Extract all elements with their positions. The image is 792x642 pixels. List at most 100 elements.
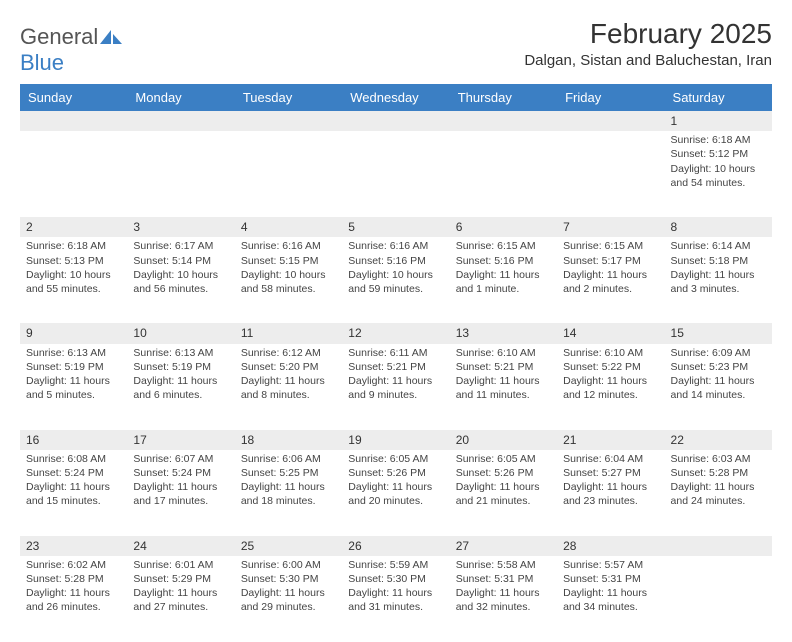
day-cell: Sunrise: 6:08 AMSunset: 5:24 PMDaylight:… [20, 450, 127, 536]
sunrise-line: Sunrise: 6:04 AM [563, 452, 658, 466]
week-row: Sunrise: 6:02 AMSunset: 5:28 PMDaylight:… [20, 556, 772, 642]
day-number-cell: 16 [20, 430, 127, 450]
weekday-header: Monday [127, 84, 234, 111]
day-details: Sunrise: 6:09 AMSunset: 5:23 PMDaylight:… [665, 344, 772, 407]
day-cell [342, 131, 449, 217]
day-cell [235, 131, 342, 217]
day-cell [665, 556, 772, 642]
weekday-header-row: SundayMondayTuesdayWednesdayThursdayFrid… [20, 84, 772, 111]
sunset-line: Sunset: 5:12 PM [671, 147, 766, 161]
sunset-line: Sunset: 5:19 PM [133, 360, 228, 374]
week-row: Sunrise: 6:13 AMSunset: 5:19 PMDaylight:… [20, 344, 772, 430]
day-number-cell: 27 [450, 536, 557, 556]
day-details: Sunrise: 6:18 AMSunset: 5:13 PMDaylight:… [20, 237, 127, 300]
day-cell: Sunrise: 6:05 AMSunset: 5:26 PMDaylight:… [450, 450, 557, 536]
day-details: Sunrise: 5:58 AMSunset: 5:31 PMDaylight:… [450, 556, 557, 619]
sunset-line: Sunset: 5:30 PM [241, 572, 336, 586]
sunrise-line: Sunrise: 6:12 AM [241, 346, 336, 360]
day-details: Sunrise: 6:03 AMSunset: 5:28 PMDaylight:… [665, 450, 772, 513]
day-details: Sunrise: 6:15 AMSunset: 5:17 PMDaylight:… [557, 237, 664, 300]
sunset-line: Sunset: 5:19 PM [26, 360, 121, 374]
sunset-line: Sunset: 5:16 PM [456, 254, 551, 268]
day-cell: Sunrise: 6:04 AMSunset: 5:27 PMDaylight:… [557, 450, 664, 536]
weekday-header: Wednesday [342, 84, 449, 111]
day-number-cell: 1 [665, 111, 772, 131]
sunrise-line: Sunrise: 6:00 AM [241, 558, 336, 572]
day-cell: Sunrise: 6:03 AMSunset: 5:28 PMDaylight:… [665, 450, 772, 536]
sunrise-line: Sunrise: 5:59 AM [348, 558, 443, 572]
weekday-header: Thursday [450, 84, 557, 111]
day-number-cell: 28 [557, 536, 664, 556]
day-details: Sunrise: 6:11 AMSunset: 5:21 PMDaylight:… [342, 344, 449, 407]
day-number-cell [665, 536, 772, 556]
sunrise-line: Sunrise: 6:18 AM [671, 133, 766, 147]
daylight-line: Daylight: 10 hours and 58 minutes. [241, 268, 336, 296]
daylight-line: Daylight: 11 hours and 12 minutes. [563, 374, 658, 402]
sunrise-line: Sunrise: 6:17 AM [133, 239, 228, 253]
week-row: Sunrise: 6:18 AMSunset: 5:12 PMDaylight:… [20, 131, 772, 217]
sunrise-line: Sunrise: 6:18 AM [26, 239, 121, 253]
day-cell: Sunrise: 6:15 AMSunset: 5:16 PMDaylight:… [450, 237, 557, 323]
daylight-line: Daylight: 11 hours and 8 minutes. [241, 374, 336, 402]
day-cell: Sunrise: 5:58 AMSunset: 5:31 PMDaylight:… [450, 556, 557, 642]
daylight-line: Daylight: 11 hours and 21 minutes. [456, 480, 551, 508]
weekday-header: Tuesday [235, 84, 342, 111]
daylight-line: Daylight: 11 hours and 2 minutes. [563, 268, 658, 296]
day-cell: Sunrise: 6:10 AMSunset: 5:22 PMDaylight:… [557, 344, 664, 430]
sunset-line: Sunset: 5:15 PM [241, 254, 336, 268]
daynum-row: 1 [20, 111, 772, 131]
logo-sail-icon [100, 24, 122, 50]
day-details: Sunrise: 5:59 AMSunset: 5:30 PMDaylight:… [342, 556, 449, 619]
daynum-row: 9101112131415 [20, 323, 772, 343]
day-number-cell: 26 [342, 536, 449, 556]
sunrise-line: Sunrise: 6:15 AM [456, 239, 551, 253]
day-cell: Sunrise: 5:59 AMSunset: 5:30 PMDaylight:… [342, 556, 449, 642]
daynum-row: 232425262728 [20, 536, 772, 556]
daylight-line: Daylight: 11 hours and 34 minutes. [563, 586, 658, 614]
sunset-line: Sunset: 5:21 PM [456, 360, 551, 374]
day-cell: Sunrise: 6:13 AMSunset: 5:19 PMDaylight:… [127, 344, 234, 430]
daylight-line: Daylight: 11 hours and 18 minutes. [241, 480, 336, 508]
day-details: Sunrise: 5:57 AMSunset: 5:31 PMDaylight:… [557, 556, 664, 619]
day-cell: Sunrise: 6:00 AMSunset: 5:30 PMDaylight:… [235, 556, 342, 642]
day-number-cell: 10 [127, 323, 234, 343]
day-number-cell: 8 [665, 217, 772, 237]
week-row: Sunrise: 6:08 AMSunset: 5:24 PMDaylight:… [20, 450, 772, 536]
day-number-cell: 21 [557, 430, 664, 450]
sunrise-line: Sunrise: 6:01 AM [133, 558, 228, 572]
sunset-line: Sunset: 5:21 PM [348, 360, 443, 374]
sunset-line: Sunset: 5:30 PM [348, 572, 443, 586]
weekday-header: Saturday [665, 84, 772, 111]
day-number-cell: 6 [450, 217, 557, 237]
header: GeneralBlue February 2025 Dalgan, Sistan… [20, 18, 772, 76]
sunrise-line: Sunrise: 6:15 AM [563, 239, 658, 253]
daylight-line: Daylight: 11 hours and 24 minutes. [671, 480, 766, 508]
calendar-body: 1Sunrise: 6:18 AMSunset: 5:12 PMDaylight… [20, 111, 772, 642]
sunrise-line: Sunrise: 6:09 AM [671, 346, 766, 360]
day-number-cell: 7 [557, 217, 664, 237]
sunset-line: Sunset: 5:17 PM [563, 254, 658, 268]
logo-text-2: Blue [20, 50, 64, 75]
daylight-line: Daylight: 11 hours and 6 minutes. [133, 374, 228, 402]
day-details: Sunrise: 6:12 AMSunset: 5:20 PMDaylight:… [235, 344, 342, 407]
day-number-cell [342, 111, 449, 131]
sunset-line: Sunset: 5:14 PM [133, 254, 228, 268]
day-cell: Sunrise: 6:13 AMSunset: 5:19 PMDaylight:… [20, 344, 127, 430]
day-details: Sunrise: 6:05 AMSunset: 5:26 PMDaylight:… [342, 450, 449, 513]
day-number-cell [557, 111, 664, 131]
logo-text: GeneralBlue [20, 24, 122, 76]
sunrise-line: Sunrise: 6:13 AM [26, 346, 121, 360]
daynum-row: 16171819202122 [20, 430, 772, 450]
sunrise-line: Sunrise: 6:10 AM [456, 346, 551, 360]
day-details: Sunrise: 6:14 AMSunset: 5:18 PMDaylight:… [665, 237, 772, 300]
day-cell: Sunrise: 6:02 AMSunset: 5:28 PMDaylight:… [20, 556, 127, 642]
day-cell: Sunrise: 6:16 AMSunset: 5:15 PMDaylight:… [235, 237, 342, 323]
day-cell: Sunrise: 6:17 AMSunset: 5:14 PMDaylight:… [127, 237, 234, 323]
day-number-cell: 15 [665, 323, 772, 343]
daylight-line: Daylight: 11 hours and 3 minutes. [671, 268, 766, 296]
day-number-cell: 3 [127, 217, 234, 237]
day-details: Sunrise: 6:00 AMSunset: 5:30 PMDaylight:… [235, 556, 342, 619]
sunset-line: Sunset: 5:26 PM [348, 466, 443, 480]
daylight-line: Daylight: 11 hours and 5 minutes. [26, 374, 121, 402]
day-cell: Sunrise: 6:05 AMSunset: 5:26 PMDaylight:… [342, 450, 449, 536]
